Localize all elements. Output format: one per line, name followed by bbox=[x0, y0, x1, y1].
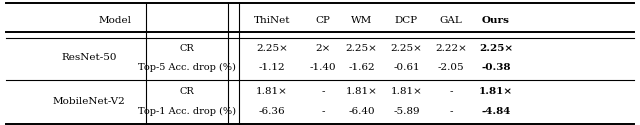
Text: 2.22×: 2.22× bbox=[435, 44, 467, 53]
Text: 2.25×: 2.25× bbox=[479, 44, 513, 53]
Text: 1.81×: 1.81× bbox=[346, 87, 378, 96]
Text: 2.25×: 2.25× bbox=[256, 44, 288, 53]
Text: 1.81×: 1.81× bbox=[390, 87, 422, 96]
Text: Top-5 Acc. drop (%): Top-5 Acc. drop (%) bbox=[138, 63, 236, 72]
Text: 1.81×: 1.81× bbox=[256, 87, 288, 96]
Text: 2.25×: 2.25× bbox=[390, 44, 422, 53]
Text: -: - bbox=[321, 87, 325, 96]
Text: -6.36: -6.36 bbox=[259, 107, 285, 116]
Text: Model: Model bbox=[98, 16, 131, 25]
Text: -4.84: -4.84 bbox=[481, 107, 511, 116]
Text: -: - bbox=[449, 107, 453, 116]
Text: DCP: DCP bbox=[395, 16, 418, 25]
Text: -5.89: -5.89 bbox=[393, 107, 420, 116]
Text: CP: CP bbox=[316, 16, 331, 25]
Text: Top-1 Acc. drop (%): Top-1 Acc. drop (%) bbox=[138, 107, 236, 117]
Text: -2.05: -2.05 bbox=[438, 63, 465, 72]
Text: GAL: GAL bbox=[440, 16, 463, 25]
Text: ResNet-50: ResNet-50 bbox=[61, 53, 116, 62]
Text: CR: CR bbox=[179, 87, 195, 96]
Text: Ours: Ours bbox=[482, 16, 510, 25]
Text: -1.62: -1.62 bbox=[348, 63, 375, 72]
Text: -: - bbox=[449, 87, 453, 96]
Text: 2.25×: 2.25× bbox=[346, 44, 378, 53]
Text: -0.38: -0.38 bbox=[481, 63, 511, 72]
Text: WM: WM bbox=[351, 16, 372, 25]
Text: 1.81×: 1.81× bbox=[479, 87, 513, 96]
Text: -: - bbox=[321, 107, 325, 116]
Text: -1.40: -1.40 bbox=[310, 63, 337, 72]
Text: MobileNet-V2: MobileNet-V2 bbox=[52, 97, 125, 106]
Text: -0.61: -0.61 bbox=[393, 63, 420, 72]
Text: -6.40: -6.40 bbox=[348, 107, 375, 116]
Text: -1.12: -1.12 bbox=[259, 63, 285, 72]
Text: CR: CR bbox=[179, 44, 195, 53]
Text: 2×: 2× bbox=[316, 44, 331, 53]
Text: ThiNet: ThiNet bbox=[253, 16, 291, 25]
